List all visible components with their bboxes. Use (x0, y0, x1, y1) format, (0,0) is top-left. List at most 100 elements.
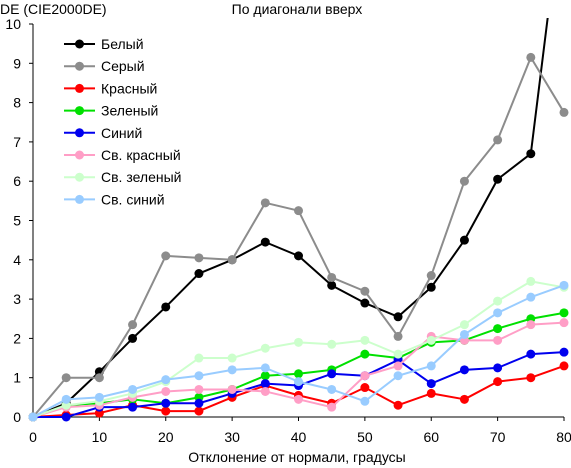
data-point (194, 353, 204, 363)
data-point (426, 335, 436, 345)
data-point (360, 335, 370, 345)
data-point (459, 329, 469, 339)
x-tick-label: 30 (224, 429, 240, 445)
data-point (128, 402, 138, 412)
x-tick-label: 60 (423, 429, 439, 445)
data-point (526, 349, 536, 359)
data-point (327, 280, 337, 290)
x-tick-label: 80 (556, 429, 571, 445)
legend-label: Св. синий (101, 191, 165, 207)
x-tick-label: 40 (291, 429, 307, 445)
data-point (393, 371, 403, 381)
legend-entry: Св. зеленый (64, 169, 181, 185)
data-point (227, 255, 237, 265)
data-point (526, 276, 536, 286)
data-point (327, 384, 337, 394)
data-point (194, 371, 204, 381)
data-point (128, 333, 138, 343)
legend-label: Синий (101, 125, 142, 141)
data-point (526, 373, 536, 383)
data-point (526, 52, 536, 62)
legend-marker (75, 172, 84, 182)
legend-marker (75, 128, 84, 138)
axes: 0 1 2 3 4 5 6 7 8 9 10 0 10 20 30 40 50 60 70 80 (5, 16, 571, 445)
series-2 (28, 52, 569, 422)
data-point (260, 237, 270, 247)
data-point (260, 363, 270, 373)
data-point (493, 377, 503, 387)
legend-marker (75, 106, 84, 116)
data-point (526, 149, 536, 159)
data-point (294, 337, 303, 347)
data-point (559, 347, 569, 357)
legend-label: Св. красный (101, 147, 181, 163)
legend-marker (75, 150, 84, 160)
data-point (393, 349, 403, 359)
x-tick-label: 0 (29, 429, 37, 445)
data-point (161, 302, 171, 312)
legend-entry: Зеленый (64, 103, 158, 119)
data-point (294, 206, 303, 216)
data-point (360, 371, 370, 381)
data-point (327, 339, 337, 349)
data-point (128, 384, 138, 394)
x-tick-label: 50 (357, 429, 373, 445)
data-point (327, 402, 337, 412)
legend-entry: Синий (64, 125, 142, 141)
data-point (426, 282, 436, 292)
legend-label: Белый (101, 36, 144, 52)
y-tick-label: 5 (13, 213, 21, 229)
legend-marker (75, 39, 84, 49)
data-point (459, 176, 469, 186)
data-point (459, 365, 469, 375)
data-point (128, 320, 138, 330)
data-point (227, 365, 237, 375)
data-point (94, 392, 104, 402)
x-tick-label: 10 (92, 429, 108, 445)
data-point (327, 272, 337, 282)
data-point (526, 320, 536, 330)
data-point (493, 174, 503, 184)
data-point (459, 235, 469, 245)
data-point (493, 296, 503, 306)
data-point (459, 394, 469, 404)
data-point (360, 298, 370, 308)
data-point (194, 253, 204, 263)
data-point (194, 384, 204, 394)
legend-marker (75, 61, 84, 71)
data-point (61, 412, 71, 422)
data-point (493, 135, 503, 145)
data-point (260, 371, 270, 381)
data-point (526, 292, 536, 302)
chart-title: По диагонали вверх (232, 1, 363, 17)
y-tick-label: 10 (5, 16, 21, 32)
data-point (393, 400, 403, 410)
legend-marker (75, 194, 84, 204)
data-point (294, 394, 303, 404)
legend-entry: Св. красный (64, 147, 181, 163)
data-point (559, 361, 569, 371)
data-point (493, 363, 503, 373)
data-point (161, 398, 171, 408)
data-point (459, 320, 469, 330)
y-tick-label: 9 (13, 55, 21, 71)
data-point (194, 406, 204, 416)
y-tick-label: 8 (13, 95, 21, 111)
data-point (393, 331, 403, 341)
data-point (161, 386, 171, 396)
legend-entry: Красный (64, 80, 157, 96)
y-tick-label: 0 (13, 409, 21, 425)
data-point (393, 312, 403, 322)
data-point (559, 280, 569, 290)
series-6 (28, 318, 569, 422)
data-point (493, 308, 503, 318)
data-point (61, 373, 71, 383)
data-point (294, 377, 303, 387)
x-axis-title: Отклонение от нормали, градусы (188, 449, 405, 465)
y-tick-label: 6 (13, 173, 21, 189)
y-tick-label: 3 (13, 291, 21, 307)
y-axis-title: DE (CIE2000DE) (0, 1, 107, 17)
data-point (426, 388, 436, 398)
